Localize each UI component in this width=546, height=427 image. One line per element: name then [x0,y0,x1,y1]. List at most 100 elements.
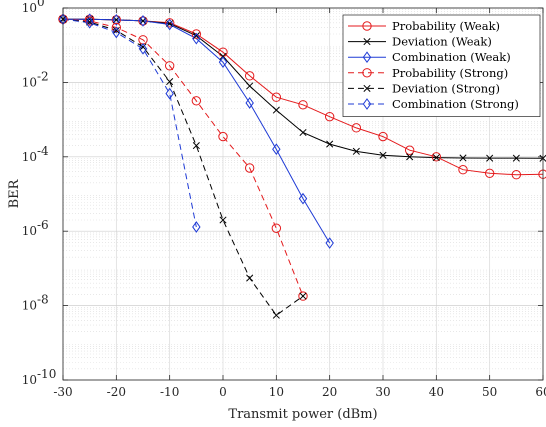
data-point-series-4 [271,223,282,233]
y-tick-label-exponent: 0 [37,0,45,9]
data-point-series-2 [299,128,307,137]
data-point-series-6 [165,87,174,100]
x-tick-label: -20 [107,385,126,399]
axis-ticks [62,7,544,381]
data-point-series-4 [111,22,122,33]
legend-entry: Combination (Strong) [348,97,519,111]
data-point-series-1 [298,100,308,110]
legend-entry: Deviation (Strong) [348,81,500,95]
data-point-series-2 [192,32,200,40]
legend-marker [362,51,372,64]
legend-marker [362,98,372,110]
data-point-series-2 [486,154,494,162]
data-point-series-1 [431,152,442,162]
data-point-series-2 [432,154,440,162]
data-point-series-2 [379,151,387,159]
data-point-series-1 [378,131,388,142]
data-point-series-6 [192,221,201,233]
y-tick-label: 10 [22,150,37,164]
data-point-series-1 [164,18,175,28]
data-point-series-6 [138,42,148,55]
x-tick-label: 20 [322,385,337,399]
data-point-series-1 [404,145,415,155]
data-point-series-2 [512,154,520,162]
legend-label: Deviation (Weak) [392,35,492,49]
x-tick-label: -10 [160,385,179,399]
data-point-series-3 [138,15,148,27]
x-tick-label: 40 [429,385,444,399]
data-point-series-2 [459,154,467,162]
y-tick-label-exponent: -10 [37,367,56,381]
y-tick-label-exponent: -8 [37,293,49,307]
data-point-series-1 [351,123,362,133]
y-tick-label: 10 [22,75,37,89]
legend-label: Combination (Strong) [392,97,519,111]
x-tick-label: 50 [482,385,497,399]
legend-marker [362,68,372,78]
data-point-series-2 [246,82,254,90]
data-point-series-3 [298,192,308,205]
data-point-series-6 [85,16,94,29]
data-point-series-5 [299,292,307,300]
data-point-series-1 [511,170,522,180]
legend-label: Deviation (Strong) [392,81,500,95]
data-point-series-4 [164,61,175,71]
data-point-series-2 [352,147,360,155]
x-tick-label: -30 [53,385,72,399]
x-tick-label: 30 [375,385,390,399]
data-point-series-5 [166,78,174,86]
legend-entry: Probability (Strong) [348,66,508,80]
data-point-series-5 [246,274,254,282]
data-point-series-6 [112,26,121,39]
series-line-4 [62,18,304,297]
data-point-series-3 [192,32,201,45]
data-point-series-5 [112,26,120,34]
data-point-series-1 [458,165,468,175]
legend-marker [363,38,371,46]
data-point-series-2 [272,106,280,114]
data-point-series-4 [244,163,255,173]
data-point-series-4 [191,96,202,106]
data-point-series-3 [325,237,334,249]
data-point-series-1 [244,71,255,81]
legend-label: Combination (Weak) [392,50,511,64]
data-point-series-1 [271,92,282,102]
data-point-series-3 [272,143,281,156]
legend: Probability (Weak)Deviation (Weak)Combin… [342,14,541,117]
data-point-series-1 [324,111,335,122]
data-point-series-2 [326,140,334,148]
data-point-series-2 [406,153,414,161]
data-point-series-5 [192,142,200,150]
legend-entry: Probability (Weak) [348,19,500,33]
data-point-series-3 [218,56,228,69]
y-tick-label-exponent: -2 [37,69,49,83]
x-tick-label: 0 [219,385,227,399]
y-tick-label-exponent: -6 [37,218,49,232]
y-tick-label: 10 [22,373,37,387]
data-point-series-3 [165,18,174,31]
series-line-5 [62,18,304,316]
x-tick-label: 10 [269,385,284,399]
y-tick-label: 10 [22,224,37,238]
legend-entry: Combination (Weak) [348,50,511,64]
data-point-series-4 [218,131,228,142]
legend-box [342,14,541,117]
legend-marker [363,84,371,92]
data-point-series-3 [245,97,254,109]
y-tick-label-exponent: -4 [37,144,49,158]
data-point-series-4 [84,16,95,26]
data-point-series-5 [272,311,280,319]
x-tick-labels: -30 -20 -10 0 10 20 30 40 50 60 [53,385,546,399]
y-axis-title: BER [7,178,22,208]
data-point-series-3 [112,14,121,26]
y-tick-label: 10 [22,299,37,313]
legend-label: Probability (Strong) [392,66,508,80]
data-point-series-1 [191,29,202,39]
data-point-series-5 [139,43,147,51]
y-tick-label: 10 [22,1,37,15]
data-point-series-5 [219,216,227,224]
plot-frame [62,7,544,381]
data-point-series-1 [484,168,495,179]
